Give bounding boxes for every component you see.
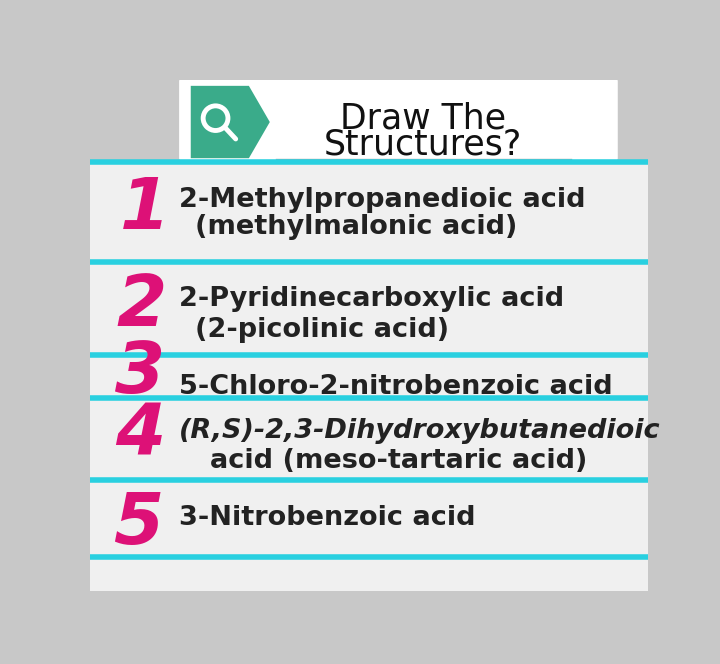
- Text: Structures?: Structures?: [324, 127, 523, 161]
- Text: 5-Chloro-2-nitrobenzoic acid: 5-Chloro-2-nitrobenzoic acid: [179, 374, 613, 400]
- Text: 3: 3: [114, 339, 165, 408]
- Text: 5: 5: [113, 490, 163, 559]
- Text: (R,S)-2,3-Dihydroxybutanedioic: (R,S)-2,3-Dihydroxybutanedioic: [179, 418, 661, 444]
- Text: 3-Nitrobenzoic acid: 3-Nitrobenzoic acid: [179, 505, 476, 531]
- Bar: [90, 162, 648, 591]
- Text: 2-Pyridinecarboxylic acid: 2-Pyridinecarboxylic acid: [179, 286, 564, 312]
- Text: (methylmalonic acid): (methylmalonic acid): [194, 214, 517, 240]
- Text: acid (meso-tartaric acid): acid (meso-tartaric acid): [210, 448, 588, 473]
- Text: (2-picolinic acid): (2-picolinic acid): [194, 317, 449, 343]
- Text: 2: 2: [117, 272, 166, 341]
- Text: Draw The: Draw The: [340, 101, 506, 135]
- Text: 4: 4: [114, 401, 165, 470]
- Polygon shape: [191, 86, 270, 158]
- FancyBboxPatch shape: [179, 79, 618, 161]
- Text: 2-Methylpropanedioic acid: 2-Methylpropanedioic acid: [179, 187, 585, 214]
- Text: 1: 1: [120, 175, 170, 244]
